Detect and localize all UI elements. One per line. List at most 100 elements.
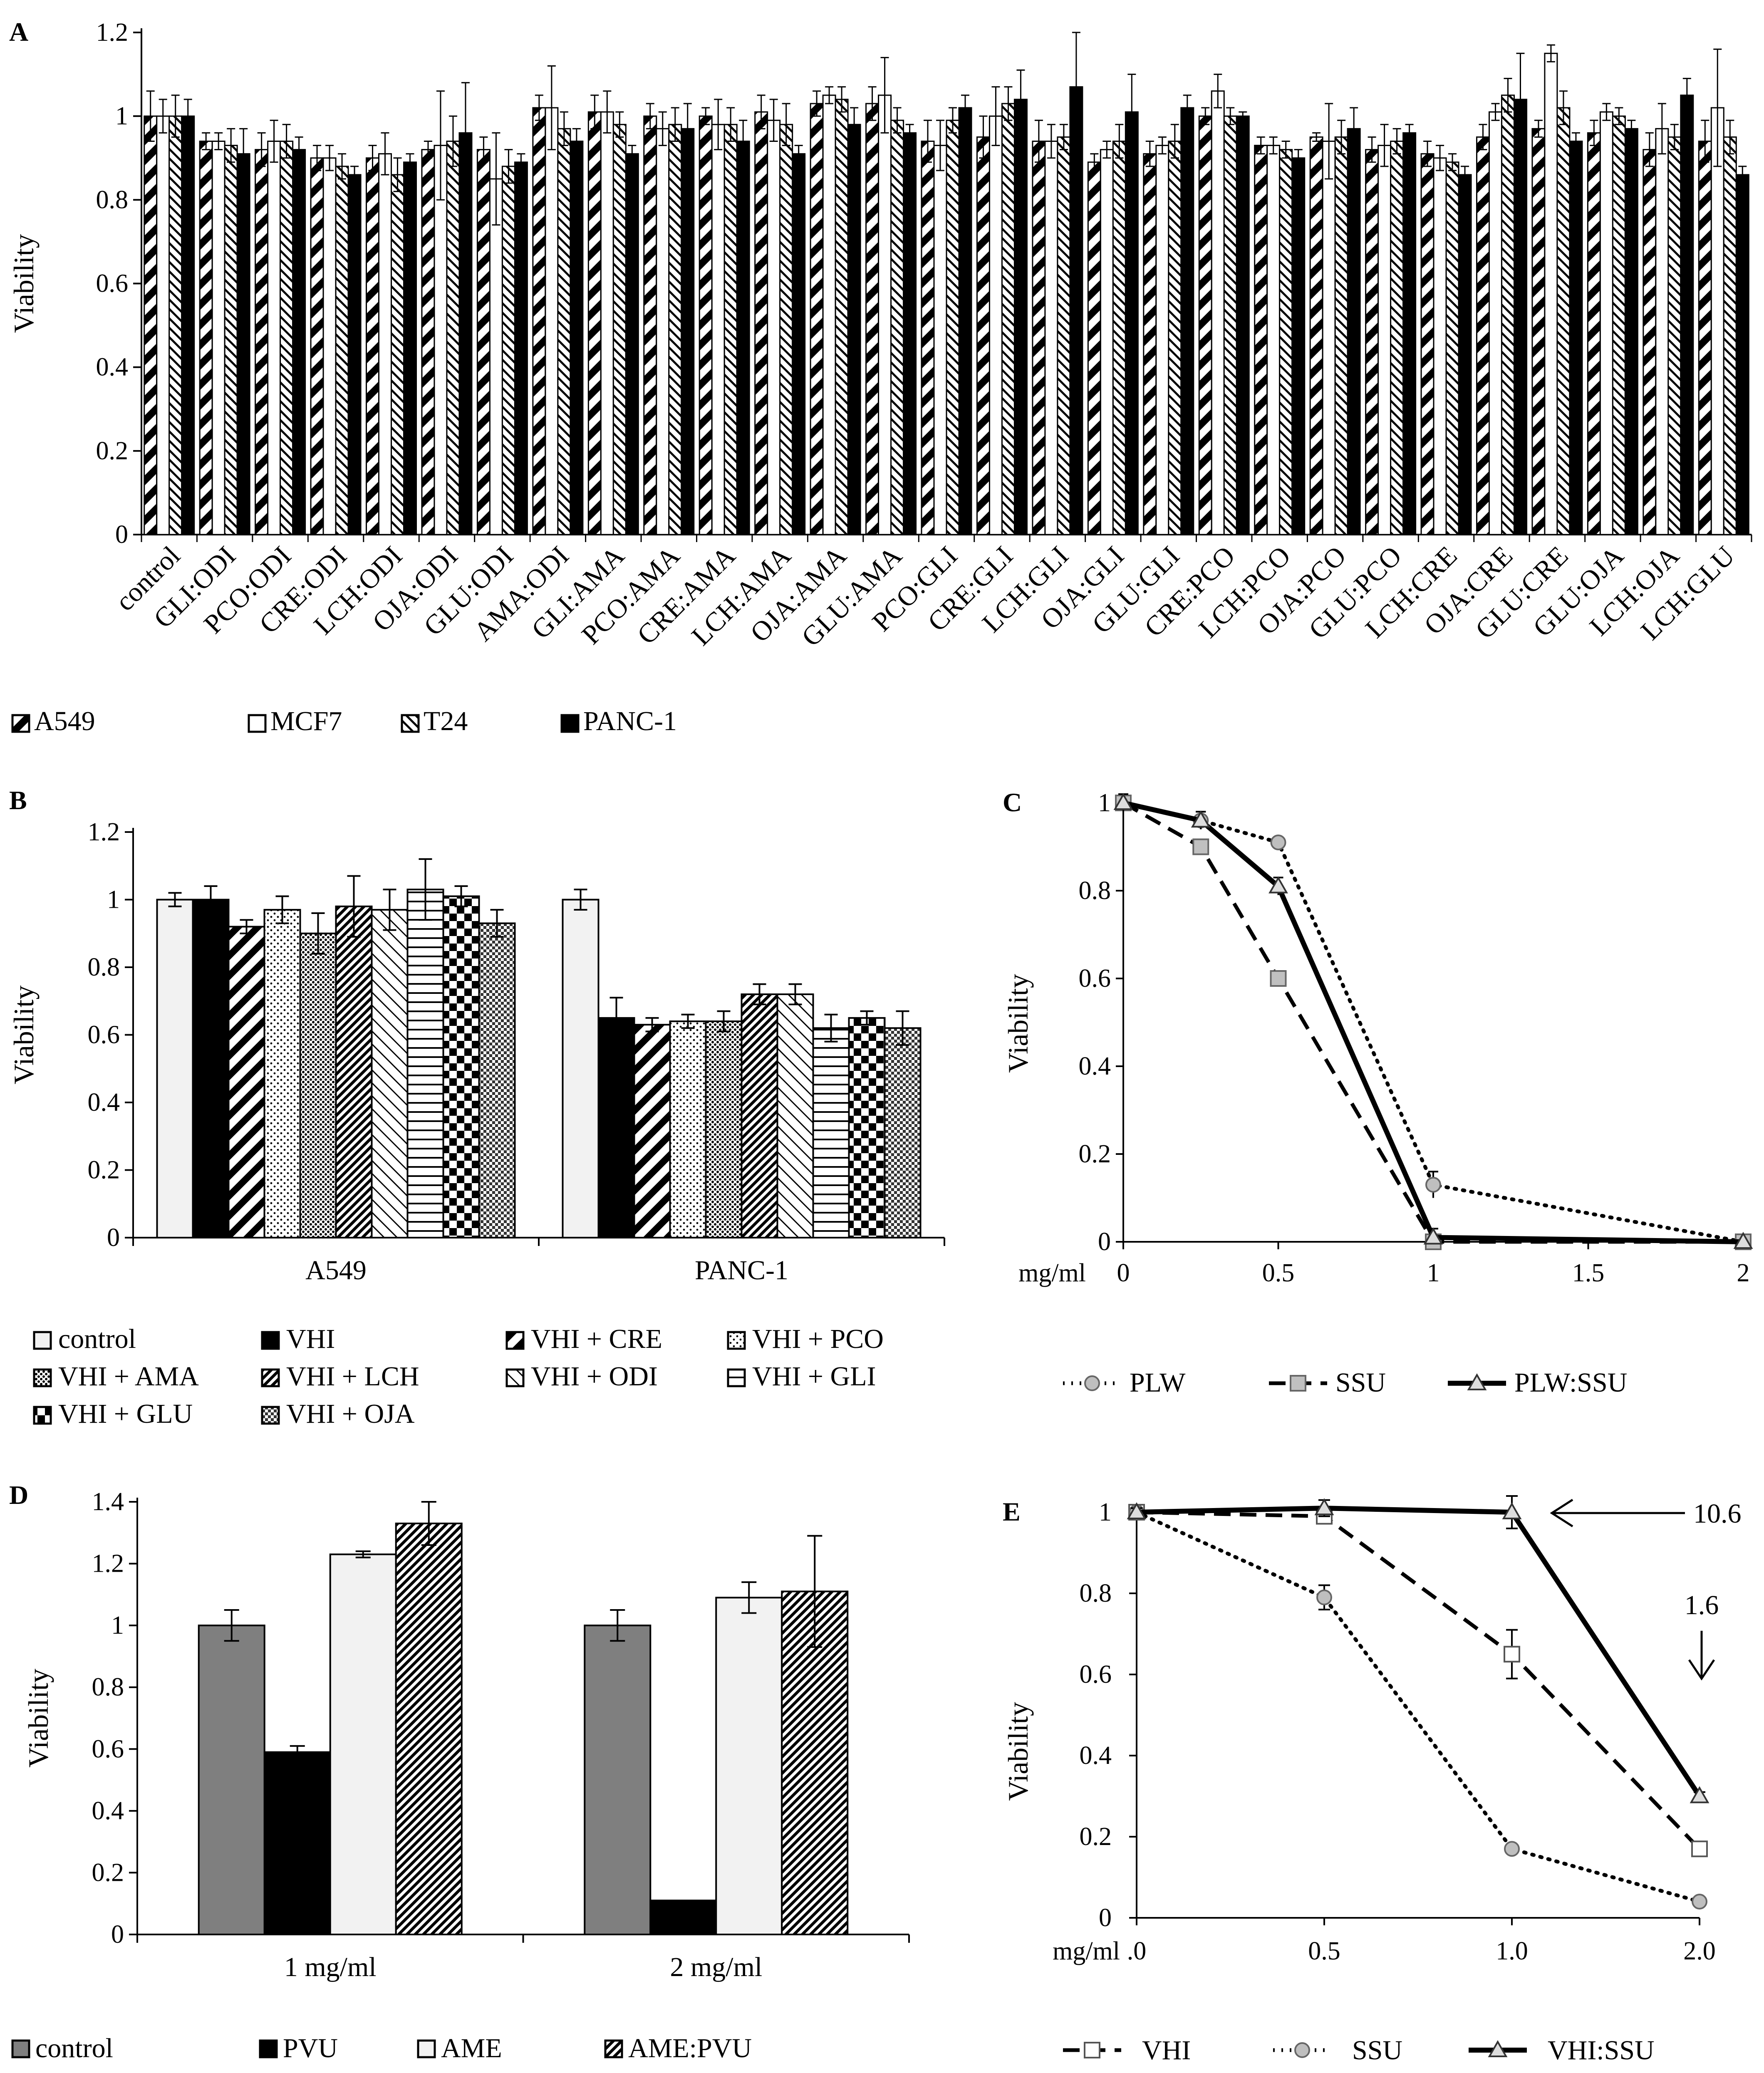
data-point: [1268, 876, 1288, 894]
bar-panc-1: [1513, 99, 1527, 535]
y-tick-label: 0: [111, 1920, 124, 1949]
bar-vhi-gli: [406, 889, 444, 1238]
data-point: [1504, 1841, 1520, 1857]
bar-a549: [1087, 161, 1101, 535]
bar-mcf7: [933, 145, 947, 535]
bar-panc-1: [181, 115, 195, 535]
legend-label: VHI + CRE: [531, 1324, 662, 1354]
annotation-label: 10.6: [1693, 1498, 1742, 1529]
bar-panc-1: [736, 141, 750, 535]
bar-mcf7: [767, 119, 781, 535]
legend-label: VHI + LCH: [286, 1361, 419, 1392]
legend-swatch: [248, 714, 267, 733]
legend-label: control: [58, 1324, 136, 1354]
bar-control: [198, 1625, 265, 1935]
bar-vhi-lch: [741, 993, 778, 1238]
bar-t24: [1723, 136, 1737, 535]
bar-a549: [865, 103, 880, 535]
legend-label: PVU: [283, 2033, 338, 2063]
bar-panc-1: [1013, 99, 1028, 535]
bar-panc-1: [681, 128, 695, 535]
bar-t24: [668, 124, 682, 535]
bar-vhi-ama: [299, 932, 337, 1238]
y-tick-label: 0: [1098, 1228, 1111, 1256]
bar-mcf7: [989, 115, 1003, 535]
y-tick-label: 0.8: [1080, 1579, 1112, 1607]
bar-a549: [1143, 153, 1157, 535]
bar-panc-1: [903, 132, 917, 535]
bar-panc-1: [403, 161, 417, 535]
bar-ame: [329, 1553, 397, 1935]
legend-swatch: [11, 2039, 30, 2058]
data-point: [1314, 1498, 1334, 1516]
bar-t24: [1612, 115, 1626, 535]
bar-a549: [255, 149, 269, 535]
y-tick-label: 0.4: [1080, 1741, 1112, 1770]
y-tick-label: 1.2: [96, 18, 129, 47]
bar-a549: [421, 149, 435, 535]
bar-panc-1: [1402, 132, 1417, 535]
bar-t24: [1001, 103, 1015, 535]
y-axis-title: Viability: [8, 986, 40, 1085]
legend-label: VHI + PCO: [752, 1324, 884, 1354]
bar-t24: [1390, 141, 1404, 535]
bar-a549: [587, 111, 602, 535]
data-point: [1502, 1502, 1522, 1519]
panel-letter: B: [9, 785, 27, 815]
bar-a549: [1698, 141, 1712, 535]
legend-marker: [1488, 2040, 1508, 2057]
bar-a549: [1420, 153, 1434, 535]
y-tick-label: 0.6: [88, 1021, 120, 1049]
bar-t24: [1279, 149, 1293, 535]
legend-label: VHI: [286, 1324, 335, 1354]
bar-vhi-cre: [633, 1024, 671, 1238]
bar-ame-pvu: [781, 1590, 849, 1935]
bar-t24: [1334, 136, 1348, 535]
y-tick-label: 1.4: [92, 1488, 124, 1516]
y-tick-label: 0.4: [88, 1088, 120, 1117]
bar-control: [562, 899, 600, 1238]
bar-t24: [1667, 136, 1682, 535]
bar-panc-1: [1458, 174, 1472, 535]
panel-letter: A: [9, 17, 28, 47]
bar-panc-1: [292, 149, 306, 535]
x-axis-title: mg/ml: [1053, 1937, 1120, 1965]
y-axis-title: Viability: [1002, 974, 1034, 1073]
legend-swatch: [261, 1368, 280, 1387]
x-tick-label: 1.0: [1496, 1937, 1528, 1965]
legend-swatch: [604, 2039, 623, 2058]
bar-mcf7: [156, 115, 170, 535]
bar-t24: [1223, 115, 1237, 535]
bar-a549: [754, 111, 768, 535]
bar-a549: [1198, 115, 1212, 535]
legend-label: PANC-1: [583, 706, 677, 736]
data-point: [1425, 1176, 1441, 1193]
bar-mcf7: [489, 178, 503, 535]
legend-marker: [1084, 2042, 1100, 2058]
bar-mcf7: [1211, 90, 1225, 535]
legend-swatch: [401, 714, 420, 733]
bar-t24: [946, 119, 960, 535]
y-tick-label: 0.6: [92, 1735, 124, 1763]
panel-b: B 0 0.2 0.4 0.6 0.8 1 1.2 Viability A549 PANC-1 con…: [8, 785, 945, 1429]
bar-vhi-oja: [478, 922, 516, 1238]
y-tick-label: 1: [1099, 1498, 1112, 1526]
bar-mcf7: [1100, 149, 1114, 535]
bar-panc-1: [1680, 94, 1694, 535]
bar-mcf7: [1488, 111, 1502, 535]
y-tick-label: 0.6: [1080, 1660, 1112, 1689]
bar-vhi: [192, 899, 230, 1238]
annotation-arrowhead: [1688, 1659, 1715, 1681]
panel-letter: E: [1003, 1497, 1021, 1526]
legend-swatch: [33, 1406, 52, 1425]
x-tick-label: 1: [1427, 1259, 1440, 1287]
bar-t24: [1168, 141, 1182, 535]
x-tick-label: 0.5: [1308, 1937, 1340, 1965]
x-axis-title: mg/ml: [1018, 1259, 1086, 1287]
legend-label: VHI + OJA: [286, 1399, 415, 1429]
series-line-vhi-ssu: [1136, 1506, 1702, 1798]
bar-mcf7: [711, 124, 725, 535]
x-tick-label: 2 mg/ml: [670, 1952, 762, 1982]
x-tick-label: 0.5: [1262, 1259, 1295, 1287]
